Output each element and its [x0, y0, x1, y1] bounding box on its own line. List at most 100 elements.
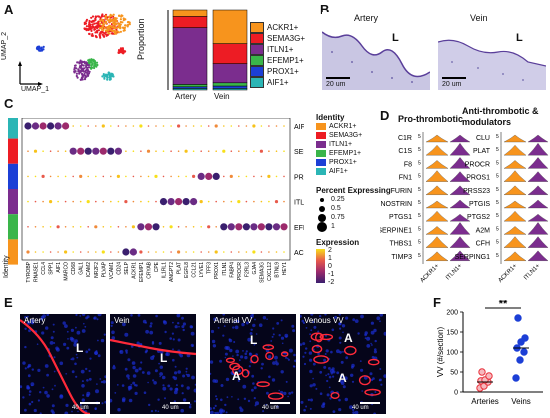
umap-point	[86, 68, 89, 71]
umap-point	[117, 25, 121, 28]
dot-mark	[107, 147, 115, 155]
nucleus	[162, 386, 167, 391]
micro-e-title: Arterial VV	[214, 316, 253, 325]
umap-point	[101, 19, 104, 22]
nucleus	[312, 383, 316, 387]
violin-ytick: 5	[496, 200, 499, 206]
nucleus	[236, 353, 239, 357]
nucleus	[220, 398, 223, 402]
vasa-vasorum	[265, 351, 274, 361]
micro-b-artery-title: Artery	[354, 13, 379, 23]
dot-mark	[42, 251, 44, 253]
micro-e-label: L	[76, 341, 84, 355]
nucleus	[152, 355, 155, 358]
strip-axes: 0 50 100 150 200 VV (#/section) Arteries Veins *…	[436, 300, 543, 406]
vasa-vasorum	[358, 375, 371, 386]
violin-ytick: 5	[496, 240, 499, 246]
violin-gene-label: NOSTRIN	[381, 201, 413, 208]
nucleus	[309, 358, 313, 362]
legend-swatch	[316, 150, 326, 157]
micro-e-title: Artery	[24, 316, 46, 325]
dot-mark	[87, 125, 89, 127]
dot-mark	[192, 174, 196, 178]
expression-tick: -2	[328, 279, 335, 286]
umap-point	[116, 26, 119, 29]
dot-gene-label: ANGPT2	[169, 262, 175, 282]
umap-point	[88, 21, 91, 24]
dot-mark	[283, 125, 285, 127]
dot-mark	[110, 125, 112, 127]
nucleus	[253, 386, 257, 390]
nucleus	[41, 331, 45, 335]
violin-group-label: ACKR1+	[498, 263, 519, 284]
nucleus	[222, 314, 225, 316]
dot-row-label: AIF1+	[294, 124, 304, 131]
dot-mark	[62, 122, 70, 130]
nucleus	[328, 375, 332, 379]
nucleus	[24, 408, 27, 412]
nucleus	[253, 344, 256, 346]
nucleus	[193, 400, 196, 403]
dot-mark	[79, 251, 82, 253]
umap-point	[42, 45, 45, 49]
nucleus	[28, 402, 32, 406]
dot-mark	[147, 175, 150, 178]
umap-point	[91, 23, 94, 26]
nucleus	[331, 328, 335, 332]
dot-mark	[137, 223, 145, 231]
nucleus	[281, 342, 284, 345]
dot-gene-label: BTNL9	[275, 262, 281, 278]
nucleus	[370, 342, 372, 345]
nucleus	[127, 358, 131, 362]
nucleus	[340, 360, 344, 364]
dot-mark	[283, 175, 285, 178]
dot-mark	[129, 248, 137, 256]
umap-point	[42, 48, 45, 51]
dot-mark	[155, 200, 157, 203]
nucleus	[146, 371, 151, 375]
nucleus	[345, 356, 349, 360]
scale-bar	[170, 402, 190, 404]
nucleus	[28, 393, 31, 396]
nucleus	[310, 314, 314, 316]
dot-mark	[223, 125, 225, 127]
umap-point	[90, 27, 93, 30]
dot-mark	[238, 251, 240, 253]
dot-mark	[185, 251, 187, 253]
dot-mark	[132, 150, 135, 152]
nucleus	[268, 375, 271, 379]
nucleus	[255, 401, 259, 406]
nucleus	[310, 398, 313, 402]
umap-point	[36, 45, 40, 49]
dot-mark	[192, 125, 195, 127]
nucleus	[313, 325, 317, 329]
nucleus	[379, 320, 381, 323]
nucleus	[340, 374, 344, 378]
nucleus	[265, 403, 268, 406]
nucleus	[186, 373, 190, 378]
nucleus	[379, 314, 384, 317]
nucleus	[307, 398, 311, 402]
vessel-lining	[110, 338, 196, 356]
umap-point	[101, 24, 104, 27]
dot-mark	[72, 200, 74, 203]
nucleus	[86, 379, 89, 382]
dot-mark	[125, 226, 127, 228]
nucleus	[174, 325, 178, 329]
nucleus	[166, 352, 170, 357]
nucleus	[74, 362, 77, 366]
nucleus	[342, 385, 346, 389]
nucleus	[101, 402, 104, 405]
dot-mark	[95, 251, 97, 253]
nucleus	[148, 403, 151, 407]
dot-mark	[162, 125, 165, 127]
strip-point	[514, 314, 522, 322]
nucleus	[272, 333, 275, 336]
identity-band	[8, 118, 18, 139]
legend-label: ACKR1+	[267, 23, 299, 32]
vasa-vasorum	[330, 391, 340, 399]
panel-label-d: D	[380, 108, 390, 123]
nucleus	[167, 384, 171, 388]
nucleus	[262, 316, 267, 320]
nucleus	[176, 314, 181, 318]
